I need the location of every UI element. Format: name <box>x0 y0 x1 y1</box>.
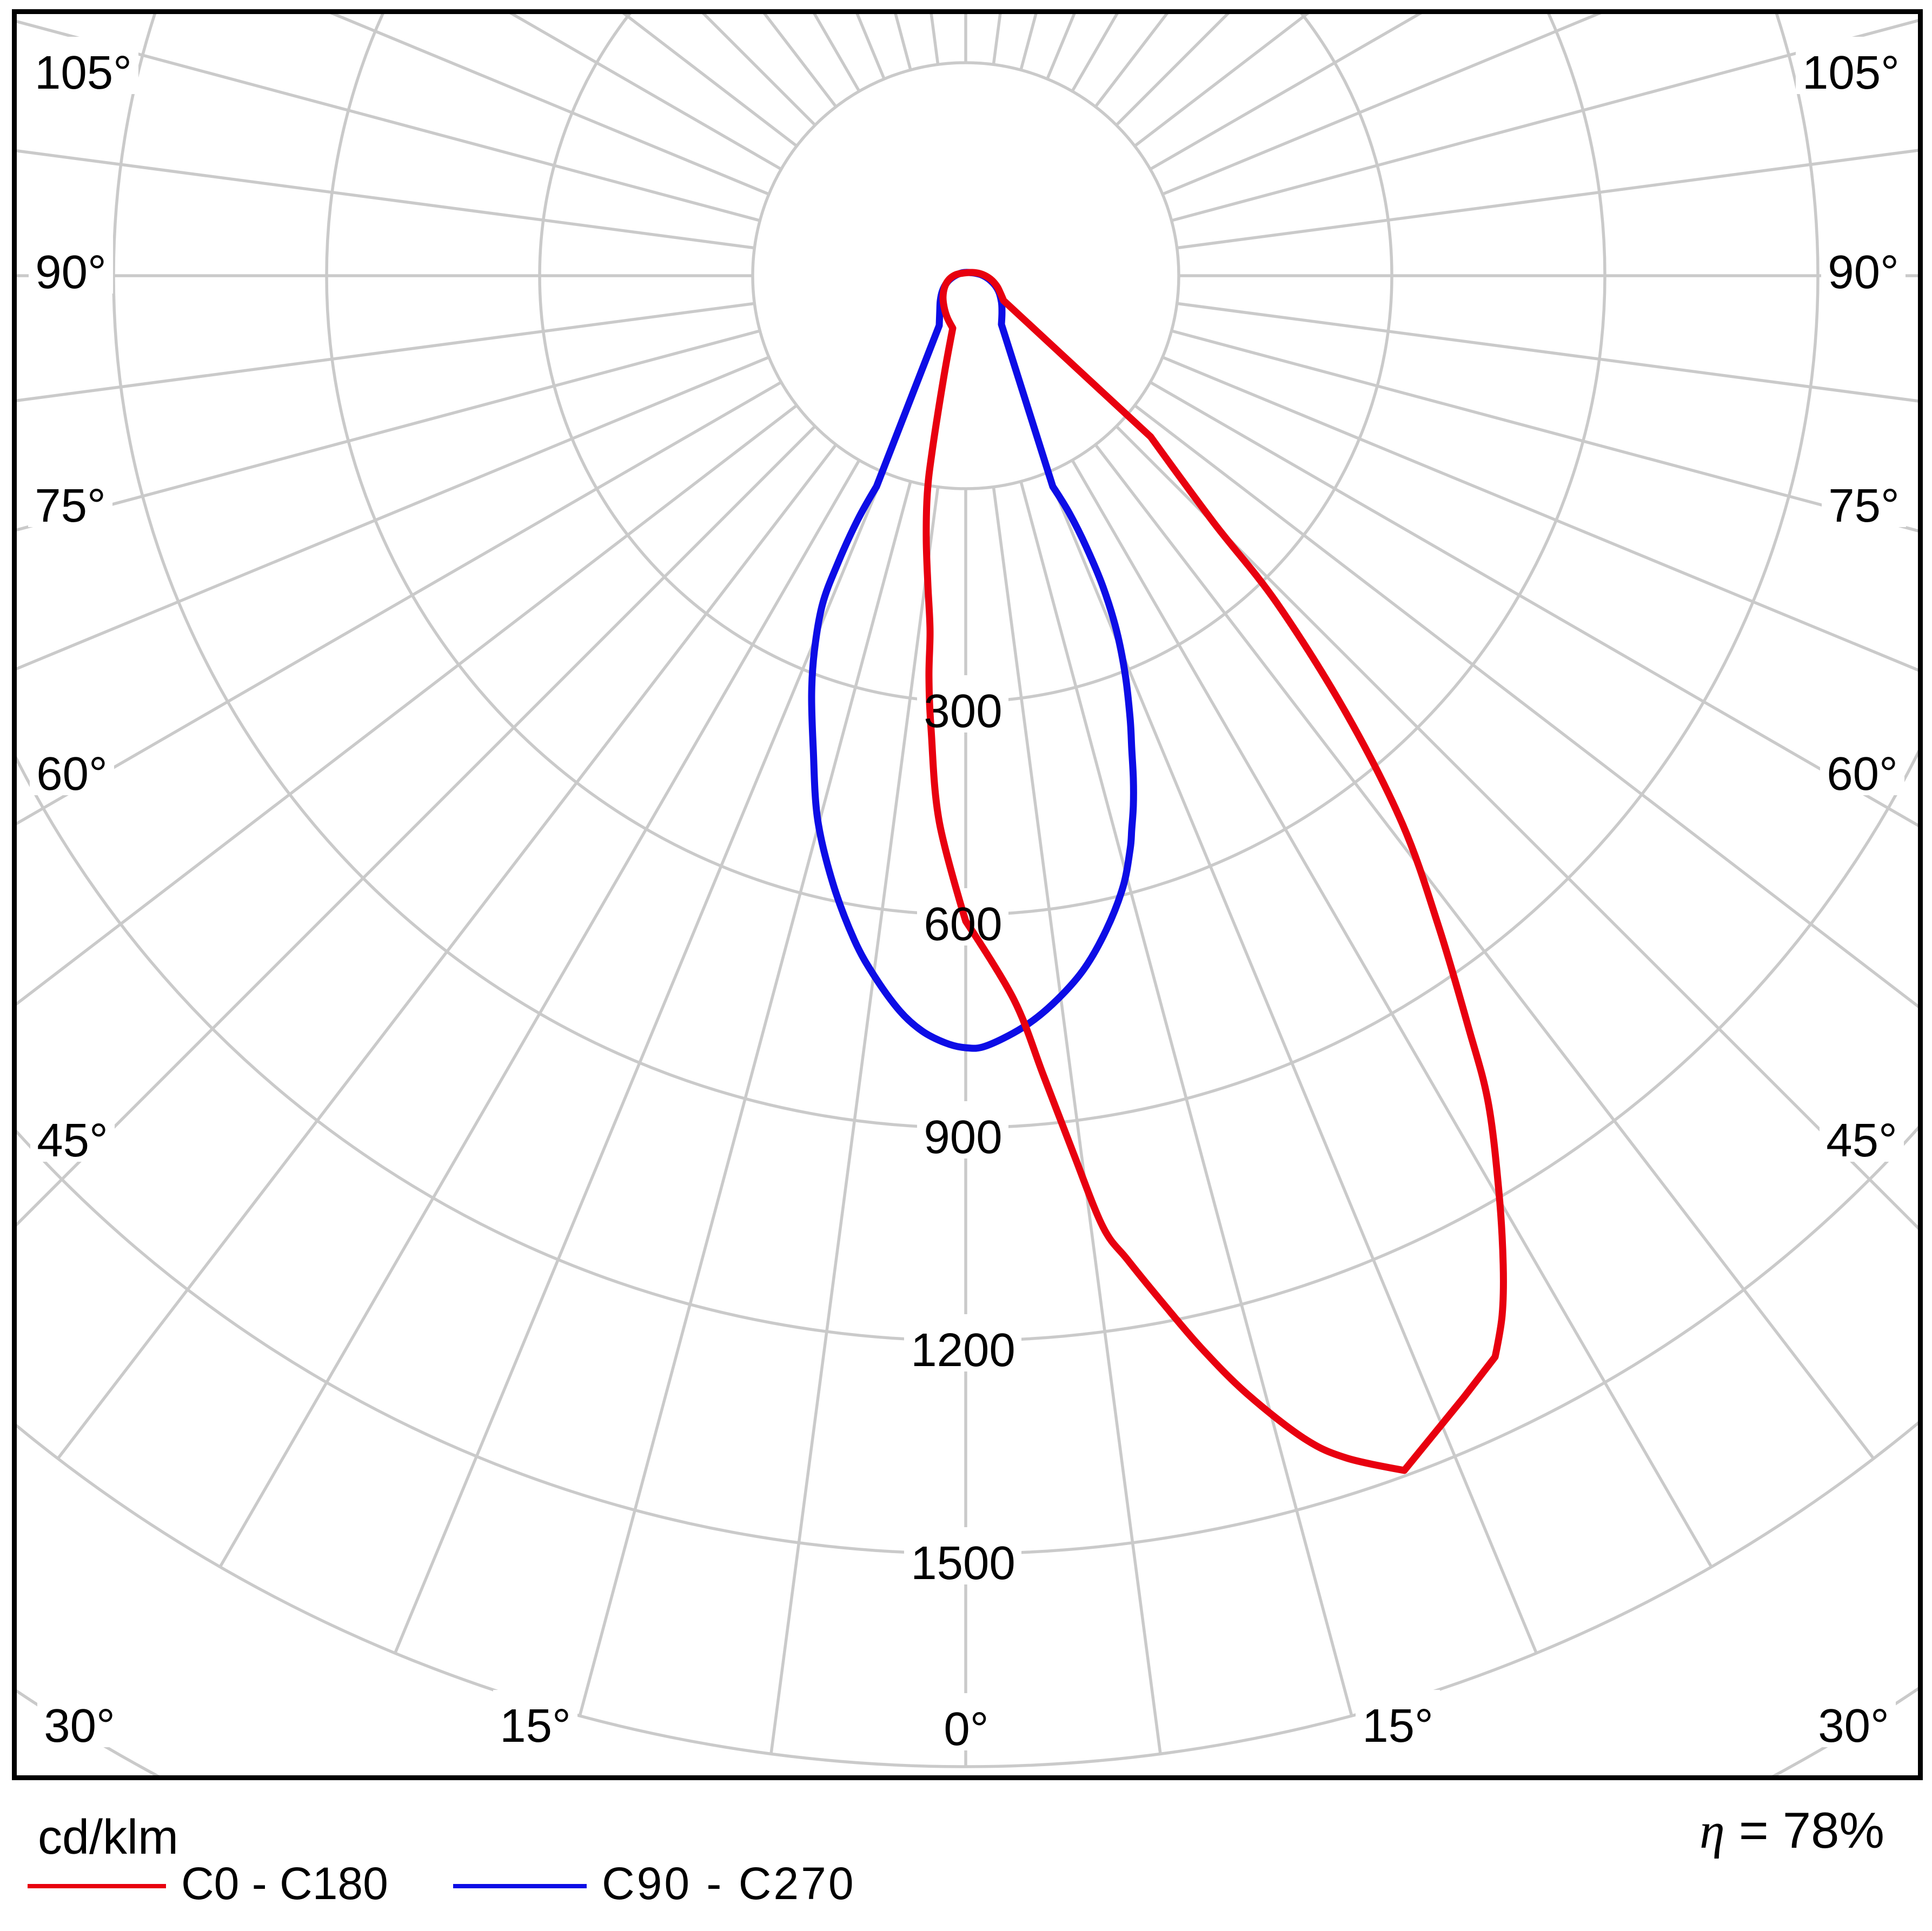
svg-text:105°: 105° <box>1802 46 1900 99</box>
svg-text:1200: 1200 <box>911 1324 1015 1376</box>
svg-text:45°: 45° <box>37 1114 108 1167</box>
svg-text:75°: 75° <box>35 480 106 532</box>
svg-text:90°: 90° <box>35 246 107 298</box>
svg-text:90°: 90° <box>1828 246 1899 298</box>
svg-text:15°: 15° <box>1362 1700 1433 1752</box>
svg-text:60°: 60° <box>36 748 108 800</box>
svg-text:15°: 15° <box>500 1700 571 1752</box>
svg-text:η = 78%: η = 78% <box>1699 1802 1884 1859</box>
svg-text:300: 300 <box>924 685 1002 737</box>
svg-text:900: 900 <box>924 1111 1002 1163</box>
svg-text:75°: 75° <box>1828 480 1900 532</box>
svg-text:600: 600 <box>924 898 1002 950</box>
svg-text:105°: 105° <box>35 46 132 99</box>
svg-text:60°: 60° <box>1827 748 1898 800</box>
svg-text:C0 - C180: C0 - C180 <box>181 1858 388 1909</box>
svg-text:C90 - C270: C90 - C270 <box>602 1858 856 1909</box>
svg-text:45°: 45° <box>1826 1114 1897 1167</box>
svg-text:30°: 30° <box>44 1700 115 1752</box>
svg-text:1500: 1500 <box>911 1537 1015 1589</box>
svg-text:cd/klm: cd/klm <box>38 1810 178 1865</box>
svg-text:30°: 30° <box>1818 1700 1889 1752</box>
svg-text:0°: 0° <box>944 1703 988 1755</box>
